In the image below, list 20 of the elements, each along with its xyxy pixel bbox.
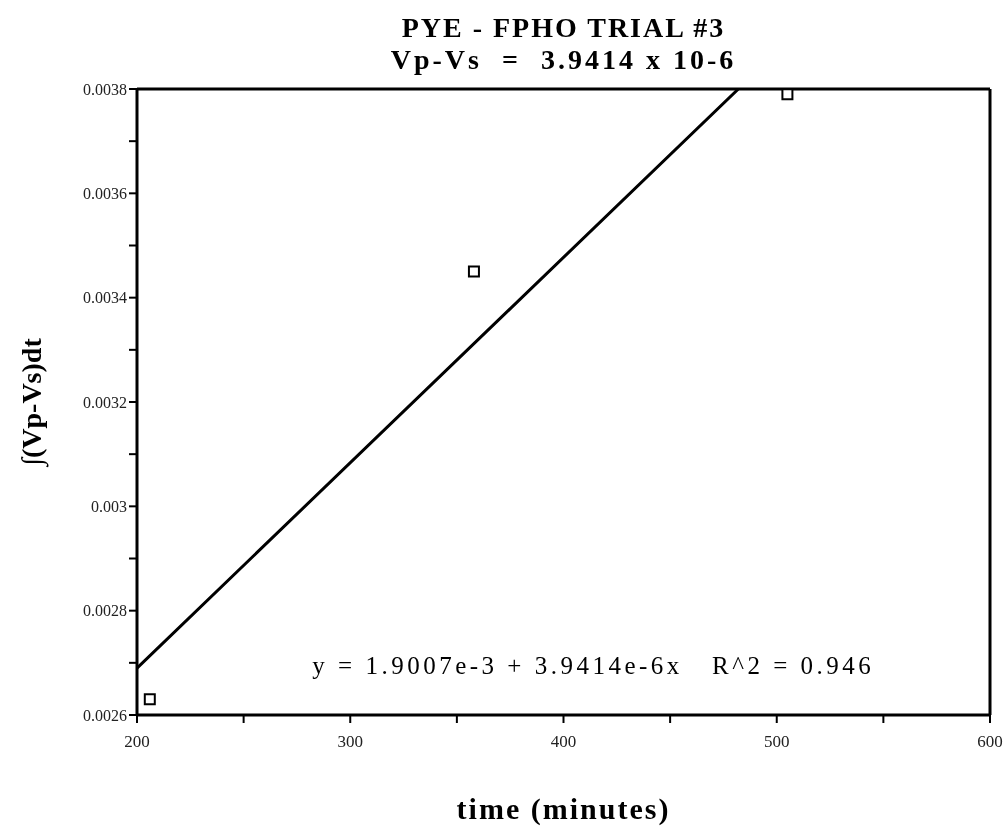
point — [143, 693, 156, 706]
point — [781, 89, 794, 101]
chart-subtitle: Vp-Vs = 3.9414 x 10-6 — [389, 44, 738, 76]
chart-title: PYE - FPHO TRIAL #3 — [400, 12, 727, 44]
x-axis-title: time (minutes) — [456, 792, 671, 826]
y-tick-label: 0.0034 — [83, 289, 127, 307]
y-tick-label: 0.0026 — [83, 706, 127, 724]
y-tick-label: 0.0038 — [83, 80, 127, 98]
y-tick-label: 0.0028 — [83, 602, 127, 620]
x-tick-label: 600 — [977, 732, 1003, 752]
x-tick-label: 300 — [337, 732, 363, 752]
y-tick-label: 0.0036 — [83, 185, 127, 203]
point — [467, 265, 480, 278]
y-tick-label: 0.003 — [91, 498, 127, 516]
annotation: y = 1.9007e-3 + 3.9414e-6x R^2 = 0.946 — [312, 651, 875, 681]
x-tick-label: 500 — [764, 732, 790, 752]
y-tick-label: 0.0032 — [83, 393, 127, 411]
x-tick-label: 400 — [550, 732, 577, 752]
x-tick-label: 200 — [124, 732, 150, 752]
y-axis-title: ∫(Vp-Vs)dt — [15, 337, 49, 468]
